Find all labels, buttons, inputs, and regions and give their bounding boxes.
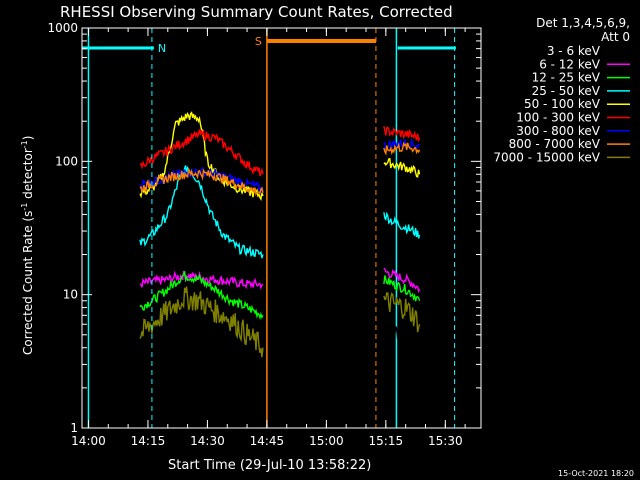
series-line-1-interval-1 (383, 267, 421, 294)
legend-label-1: 6 - 12 keV (539, 57, 601, 71)
y-tick-label-0: 1 (70, 421, 78, 435)
timestamp: 15-Oct-2021 18:20 (558, 469, 634, 478)
x-tick-label-6: 15:30 (428, 434, 463, 448)
plot-frame (81, 27, 482, 429)
x-tick-label-5: 15:15 (369, 434, 404, 448)
x-tick-label-2: 14:30 (190, 434, 225, 448)
legend-label-0: 3 - 6 keV (547, 44, 601, 58)
series-line-7-interval-1 (383, 141, 421, 156)
legend-label-5: 100 - 300 keV (516, 111, 600, 125)
y-axis-label: Corrected Count Rate (s-1 detector-1) (20, 136, 35, 355)
series-line-8-interval-0 (139, 286, 264, 358)
legend-label-4: 50 - 100 keV (524, 97, 601, 111)
series-curves (87, 28, 421, 428)
x-tick-label-3: 14:45 (250, 434, 285, 448)
legend-header-2: Att 0 (601, 30, 630, 44)
legend-label-3: 25 - 50 keV (532, 84, 601, 98)
x-axis-label: Start Time (29-Jul-10 13:58:22) (168, 458, 371, 473)
series-line-0-interval-0 (139, 306, 264, 388)
series-line-5-interval-1 (383, 125, 421, 143)
series-line-3-interval-1 (383, 211, 421, 239)
series-line-4-interval-1 (383, 157, 421, 178)
series-line-8-interval-1 (383, 292, 421, 333)
legend-label-7: 800 - 7000 keV (509, 137, 601, 151)
series-line-5-interval-0 (139, 129, 264, 177)
y-tick-label-1: 10 (63, 288, 78, 302)
flag-label-S: S (255, 35, 262, 48)
flag-label-N: N (158, 42, 166, 55)
y-tick-label-2: 100 (55, 154, 78, 168)
y-tick-label-3: 1000 (47, 21, 78, 35)
legend-header-1: Det 1,3,4,5,6,9, (536, 16, 630, 30)
legend-label-6: 300 - 800 keV (516, 124, 600, 138)
series-line-7-interval-0 (139, 167, 264, 197)
legend-label-8: 7000 - 15000 keV (493, 150, 600, 164)
series-line-0-interval-1 (383, 311, 421, 388)
axes: 14:00 14:15 14:30 14:45 15:00 15:15 15:30 1 10 10… (47, 21, 481, 448)
flag-bars: NS (82, 28, 456, 428)
legend-label-2: 12 - 25 keV (532, 71, 601, 85)
x-tick-label-4: 15:00 (309, 434, 344, 448)
series-line-6-interval-1 (383, 139, 421, 152)
x-tick-label-0: 14:00 (71, 434, 106, 448)
series-line-4-interval-0 (139, 111, 264, 202)
x-tick-label-1: 14:15 (131, 434, 166, 448)
series-line-2-interval-1 (383, 275, 421, 302)
series-line-2-interval-0 (139, 271, 264, 321)
series-line-3-interval-0 (139, 165, 264, 259)
chart-title: RHESSI Observing Summary Count Rates, Co… (60, 3, 453, 21)
